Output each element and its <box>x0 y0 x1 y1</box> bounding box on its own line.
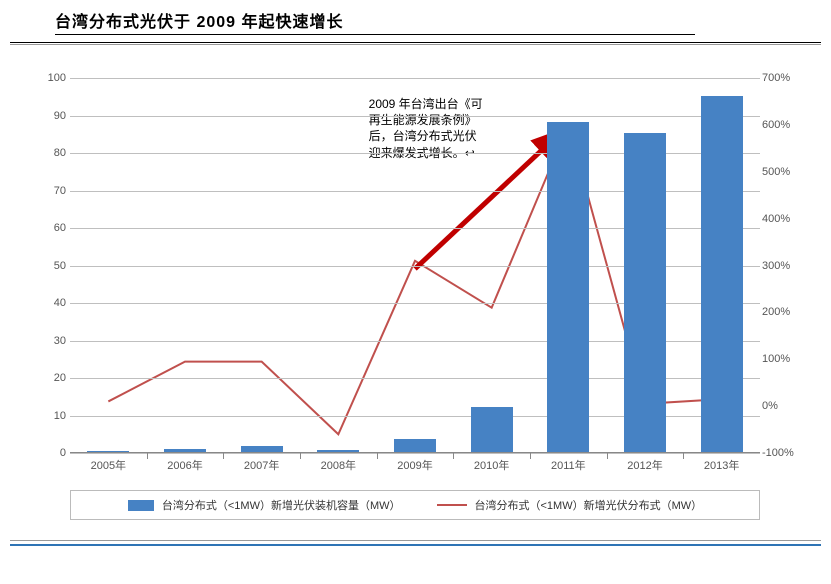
x-tick-label: 2010年 <box>474 457 509 473</box>
bar <box>471 407 513 452</box>
bar <box>164 449 206 452</box>
y-left-tick: 70 <box>36 185 66 197</box>
x-minor-tick <box>530 453 531 459</box>
y-left-tick: 40 <box>36 297 66 309</box>
legend-bar-label: 台湾分布式（<1MW）新增光伏装机容量（MW） <box>162 497 401 513</box>
line-swatch-icon <box>437 504 467 506</box>
x-tick-label: 2009年 <box>397 457 432 473</box>
y-left-tick: 20 <box>36 372 66 384</box>
x-minor-tick <box>683 453 684 459</box>
y-right-tick: 700% <box>762 72 806 84</box>
x-minor-tick <box>607 453 608 459</box>
y-right-tick: 600% <box>762 119 806 131</box>
legend: 台湾分布式（<1MW）新增光伏装机容量（MW） 台湾分布式（<1MW）新增光伏分… <box>70 490 760 520</box>
x-tick-label: 2013年 <box>704 457 739 473</box>
y-left-tick: 30 <box>36 335 66 347</box>
x-minor-tick <box>377 453 378 459</box>
footer-rule <box>10 540 821 546</box>
y-right-tick: 300% <box>762 260 806 272</box>
bar <box>547 122 589 452</box>
y-right-tick: 0% <box>762 400 806 412</box>
legend-line-label: 台湾分布式（<1MW）新增光伏分布式（MW） <box>475 497 703 513</box>
x-tick-label: 2011年 <box>551 457 586 473</box>
gridline <box>70 453 760 454</box>
y-right-tick: -100% <box>762 447 806 459</box>
y-right-tick: 100% <box>762 353 806 365</box>
chart-area: 2009 年台湾出台《可再生能源发展条例》后，台湾分布式光伏迎来爆发式增长。↩ … <box>30 68 800 528</box>
y-left-tick: 50 <box>36 260 66 272</box>
bar <box>624 133 666 452</box>
bar <box>317 450 359 452</box>
y-left-tick: 0 <box>36 447 66 459</box>
legend-item-line: 台湾分布式（<1MW）新增光伏分布式（MW） <box>437 497 703 513</box>
x-tick-label: 2007年 <box>244 457 279 473</box>
y-right-tick: 200% <box>762 306 806 318</box>
x-minor-tick <box>147 453 148 459</box>
gridline <box>70 78 760 79</box>
x-minor-tick <box>453 453 454 459</box>
y-right-tick: 500% <box>762 166 806 178</box>
bar <box>87 451 129 453</box>
x-tick-label: 2005年 <box>91 457 126 473</box>
annotation-text: 2009 年台湾出台《可再生能源发展条例》后，台湾分布式光伏迎来爆发式增长。↩ <box>369 96 483 161</box>
x-tick-label: 2012年 <box>627 457 662 473</box>
legend-item-bar: 台湾分布式（<1MW）新增光伏装机容量（MW） <box>128 497 401 513</box>
y-left-tick: 60 <box>36 222 66 234</box>
title-rule <box>10 42 821 48</box>
y-left-tick: 10 <box>36 410 66 422</box>
gridline <box>70 116 760 117</box>
bar <box>241 446 283 452</box>
bar-swatch-icon <box>128 500 154 511</box>
x-minor-tick <box>300 453 301 459</box>
bar <box>701 96 743 452</box>
y-right-tick: 400% <box>762 213 806 225</box>
y-left-tick: 90 <box>36 110 66 122</box>
y-left-tick: 80 <box>36 147 66 159</box>
plot-area: 2009 年台湾出台《可再生能源发展条例》后，台湾分布式光伏迎来爆发式增长。↩ … <box>70 78 760 453</box>
x-minor-tick <box>223 453 224 459</box>
page-title: 台湾分布式光伏于 2009 年起快速增长 <box>55 8 695 35</box>
y-left-tick: 100 <box>36 72 66 84</box>
x-tick-label: 2006年 <box>167 457 202 473</box>
x-tick-label: 2008年 <box>321 457 356 473</box>
bar <box>394 439 436 452</box>
